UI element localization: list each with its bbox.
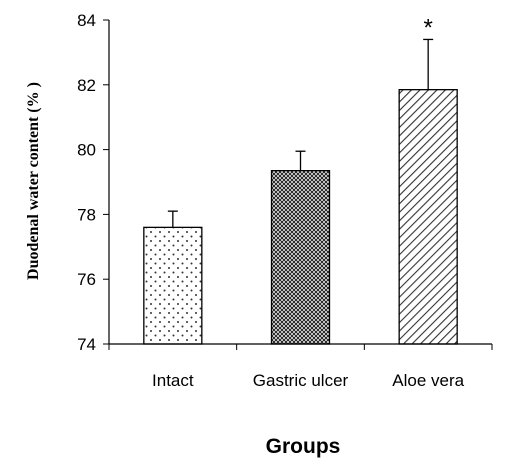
significance-marker: *	[423, 14, 432, 41]
category-label: Intact	[152, 371, 194, 390]
annotations: *	[423, 14, 432, 41]
bar-gastric-ulcer	[270, 170, 331, 345]
y-tick-label: 74	[77, 335, 96, 354]
category-label: Aloe vera	[392, 371, 464, 390]
x-axis-label: Groups	[266, 435, 341, 458]
bars	[143, 89, 458, 345]
y-tick-label: 84	[77, 11, 96, 30]
bar-aloe-vera	[398, 89, 458, 345]
y-tick-label: 78	[77, 205, 96, 224]
category-label: Gastric ulcer	[253, 371, 349, 390]
y-tick-label: 80	[77, 141, 96, 160]
axes	[108, 20, 493, 350]
bar-intact	[143, 226, 203, 345]
y-tick-label: 76	[77, 270, 96, 289]
category-labels: Intact Gastric ulcer Aloe vera	[152, 371, 465, 390]
y-axis-label: Duodenal water content (% )	[25, 82, 42, 280]
error-bars	[167, 38, 434, 228]
y-tick-label: 82	[77, 76, 96, 95]
y-axis-ticks: 74 76 78 80 82 84	[77, 11, 109, 354]
